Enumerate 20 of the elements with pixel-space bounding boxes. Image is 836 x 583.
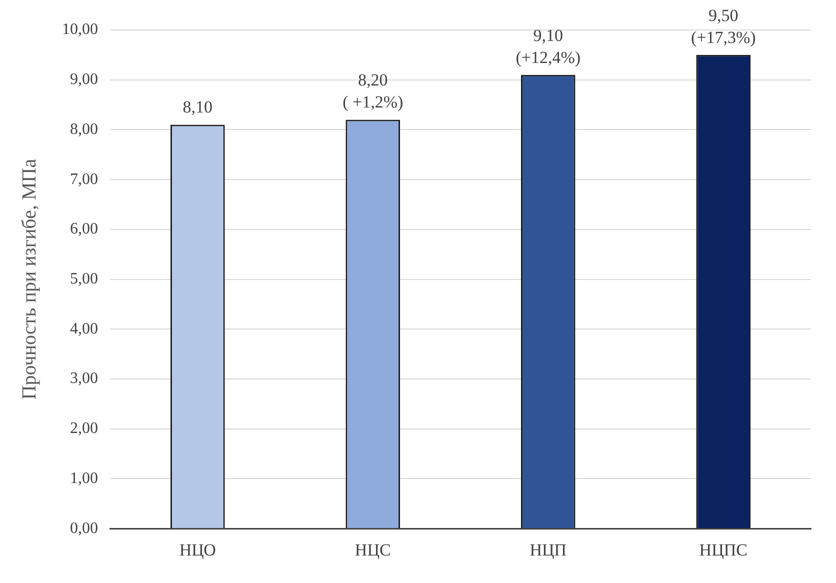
y-axis-title: Прочность при изгибе, МПа	[18, 158, 40, 400]
data-label: 8,10	[182, 98, 212, 117]
y-tick-label: 4,00	[70, 320, 98, 338]
data-label: 8,20 ( +1,2%)	[342, 70, 404, 112]
y-tick-label: 2,00	[70, 420, 98, 438]
x-tick-label: НЦПС	[699, 540, 748, 560]
y-tick-label: 3,00	[70, 370, 98, 388]
y-tick-label: 10,00	[62, 21, 98, 38]
x-tick-label: НЦО	[179, 540, 216, 560]
x-tick-label: НЦС	[354, 540, 391, 560]
y-tick-label: 6,00	[70, 220, 98, 238]
y-tick-label: 7,00	[70, 170, 98, 188]
y-tick-label: 1,00	[70, 470, 98, 487]
data-label: 9,50 (+17,3%)	[690, 6, 756, 47]
data-label: 9,10 (+12,4%)	[516, 26, 581, 67]
y-tick-label: 9,00	[70, 71, 98, 88]
y-tick-label: 5,00	[70, 270, 98, 288]
y-tick-label: 8,00	[70, 120, 98, 138]
y-tick-label: 0,00	[70, 520, 98, 537]
x-tick-label: НЦП	[530, 540, 567, 560]
